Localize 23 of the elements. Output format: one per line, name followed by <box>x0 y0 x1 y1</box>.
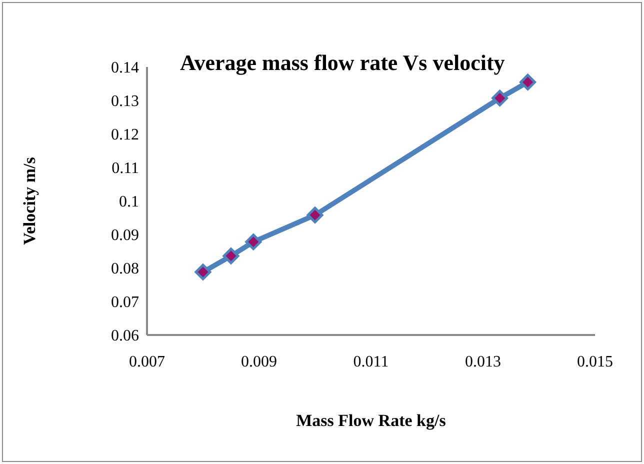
point <box>222 248 240 264</box>
x-tick-label: 0.009 <box>241 353 277 370</box>
y-tick-label: 0.11 <box>112 160 139 178</box>
point <box>194 264 212 280</box>
y-tick-label: 0.08 <box>111 260 139 278</box>
point <box>245 234 262 250</box>
y-tick-label: 0.07 <box>111 294 139 312</box>
y-tick-label: 0.12 <box>111 126 139 144</box>
y-tick-label: 0.06 <box>111 328 139 345</box>
chart-title: Average mass flow rate Vs velocity <box>180 50 505 76</box>
x-tick-label: 0.007 <box>129 353 165 370</box>
y-axis-title: Velocity m/s <box>20 157 40 245</box>
x-tick-label: 0.013 <box>465 353 501 370</box>
point <box>520 74 536 90</box>
y-tick-label: 0.1 <box>119 194 139 211</box>
point <box>306 206 324 224</box>
x-axis-title: Mass Flow Rate kg/s <box>295 411 447 431</box>
y-tick-label: 0.14 <box>111 60 139 77</box>
y-tick-label: 0.09 <box>111 227 139 244</box>
x-tick-label: 0.015 <box>577 353 613 370</box>
y-tick-label: 0.13 <box>111 93 139 110</box>
x-tick-label: 0.011 <box>353 353 389 370</box>
point <box>492 90 508 106</box>
